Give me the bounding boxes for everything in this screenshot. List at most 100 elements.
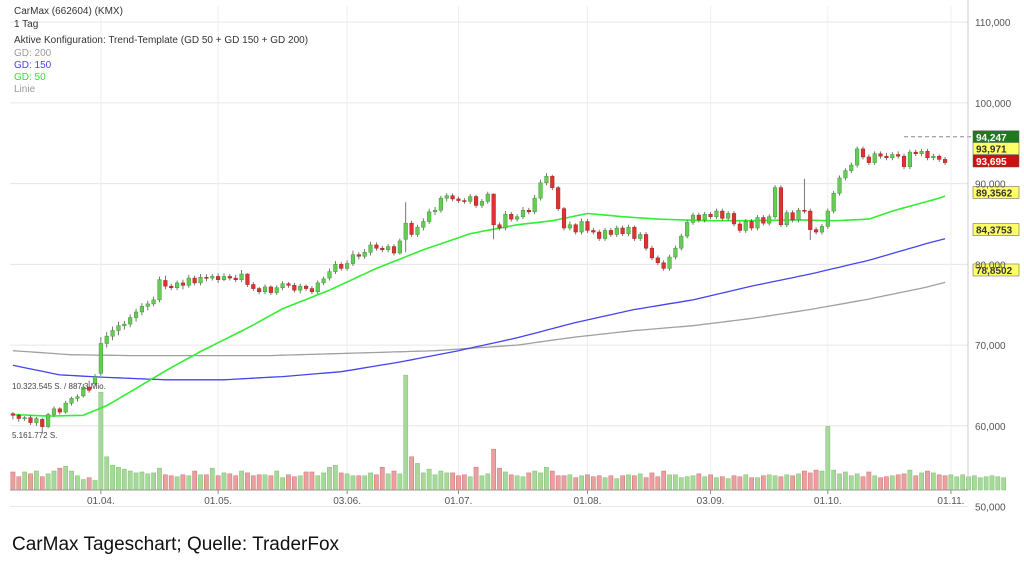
candle-body (16, 415, 21, 419)
candle-body (421, 221, 426, 228)
volume-bar (766, 474, 772, 491)
volume-bar (321, 472, 327, 491)
candle-body (913, 151, 918, 154)
volume-bar (403, 374, 409, 491)
candle-body (737, 223, 742, 231)
x-tick-label: 01.07. (445, 496, 473, 507)
candle-body (901, 155, 907, 167)
candle-body (515, 216, 520, 220)
volume-bar (760, 475, 766, 491)
volume-bar (907, 469, 913, 491)
candle-body (796, 209, 801, 221)
candle-body (497, 224, 502, 229)
volume-bar (186, 475, 192, 491)
volume-bar (315, 475, 321, 491)
candle-body (690, 214, 696, 223)
volume-bar (514, 475, 520, 491)
candle-body (415, 226, 420, 235)
candles (10, 146, 948, 433)
price-chart[interactable]: 94,24793,97193,69589,356284,375378,8502 … (0, 0, 1024, 520)
candle-body (591, 230, 596, 233)
candle-body (602, 230, 608, 239)
volume-bar (737, 476, 743, 491)
volume-bar (731, 475, 737, 491)
volume-bar (491, 448, 497, 491)
candle-body (755, 217, 760, 229)
candle-body (257, 288, 262, 293)
volume-bar (391, 470, 397, 491)
candle-body (356, 254, 361, 257)
candle-body (380, 247, 385, 251)
candle-body (386, 246, 391, 251)
grid (10, 6, 968, 508)
volume-bar (227, 473, 233, 491)
volume-bar (567, 474, 573, 491)
y-tick-label: 110,000 (975, 18, 1011, 29)
volume-bar (385, 473, 391, 491)
gd150-line (12, 238, 946, 381)
candle-body (679, 235, 684, 249)
candle-body (180, 282, 186, 286)
candle-body (169, 285, 174, 289)
candle-body (98, 343, 103, 374)
candle-body (403, 222, 408, 240)
candle-body (210, 276, 215, 279)
candle-body (345, 263, 350, 269)
volume-bar (579, 475, 584, 491)
x-tick-label: 01.11. (937, 496, 964, 507)
candle-body (561, 208, 567, 229)
candle-body (468, 196, 473, 202)
candle-body (749, 221, 754, 229)
volume-bar (16, 476, 22, 491)
volume-bar (989, 475, 995, 491)
candle-body (51, 408, 57, 415)
volume-bar (116, 466, 121, 491)
volume-bar (110, 465, 115, 491)
volume-bar (872, 475, 878, 491)
candle-body (274, 287, 279, 293)
volume-bar (221, 472, 227, 491)
volume-bar (368, 472, 373, 491)
volume-bar (233, 475, 239, 491)
volume-bar (526, 472, 532, 491)
volume-bar (450, 472, 455, 491)
candle-body (397, 240, 402, 254)
volume-bar (280, 477, 285, 491)
volume-bar (702, 476, 708, 491)
candle-body (46, 414, 51, 427)
volume-bar (286, 474, 291, 491)
candle-body (638, 234, 643, 239)
volume-bar (63, 466, 69, 491)
candle-body (116, 325, 121, 331)
volume-bar (268, 475, 274, 491)
volume-bar (162, 474, 168, 491)
volume-bar (544, 466, 549, 491)
candle-body (298, 285, 303, 291)
candle-body (708, 214, 713, 217)
volume-bar (262, 474, 268, 491)
candle-body (620, 227, 625, 234)
volume-bar (684, 476, 690, 491)
candle-body (685, 222, 690, 237)
volume-bar (92, 480, 98, 491)
volume-bar (549, 470, 555, 491)
candle-body (626, 226, 631, 234)
volume-bar (983, 476, 989, 491)
volume-bar (649, 472, 655, 491)
volume-bar (374, 474, 379, 491)
volume-bar (444, 472, 450, 491)
volume-bar (538, 472, 543, 491)
volume-bar (925, 470, 930, 491)
volume-bar (245, 472, 250, 491)
candle-body (34, 418, 39, 423)
candle-body (925, 151, 930, 159)
candle-body (10, 413, 15, 416)
candle-body (350, 254, 356, 264)
volume-bar (327, 466, 332, 491)
volume-bar (895, 474, 901, 491)
candle-body (767, 216, 772, 224)
volume-bar (250, 475, 256, 491)
candle-body (198, 277, 203, 284)
price-badge (972, 223, 1020, 236)
volume-bar (596, 475, 602, 491)
